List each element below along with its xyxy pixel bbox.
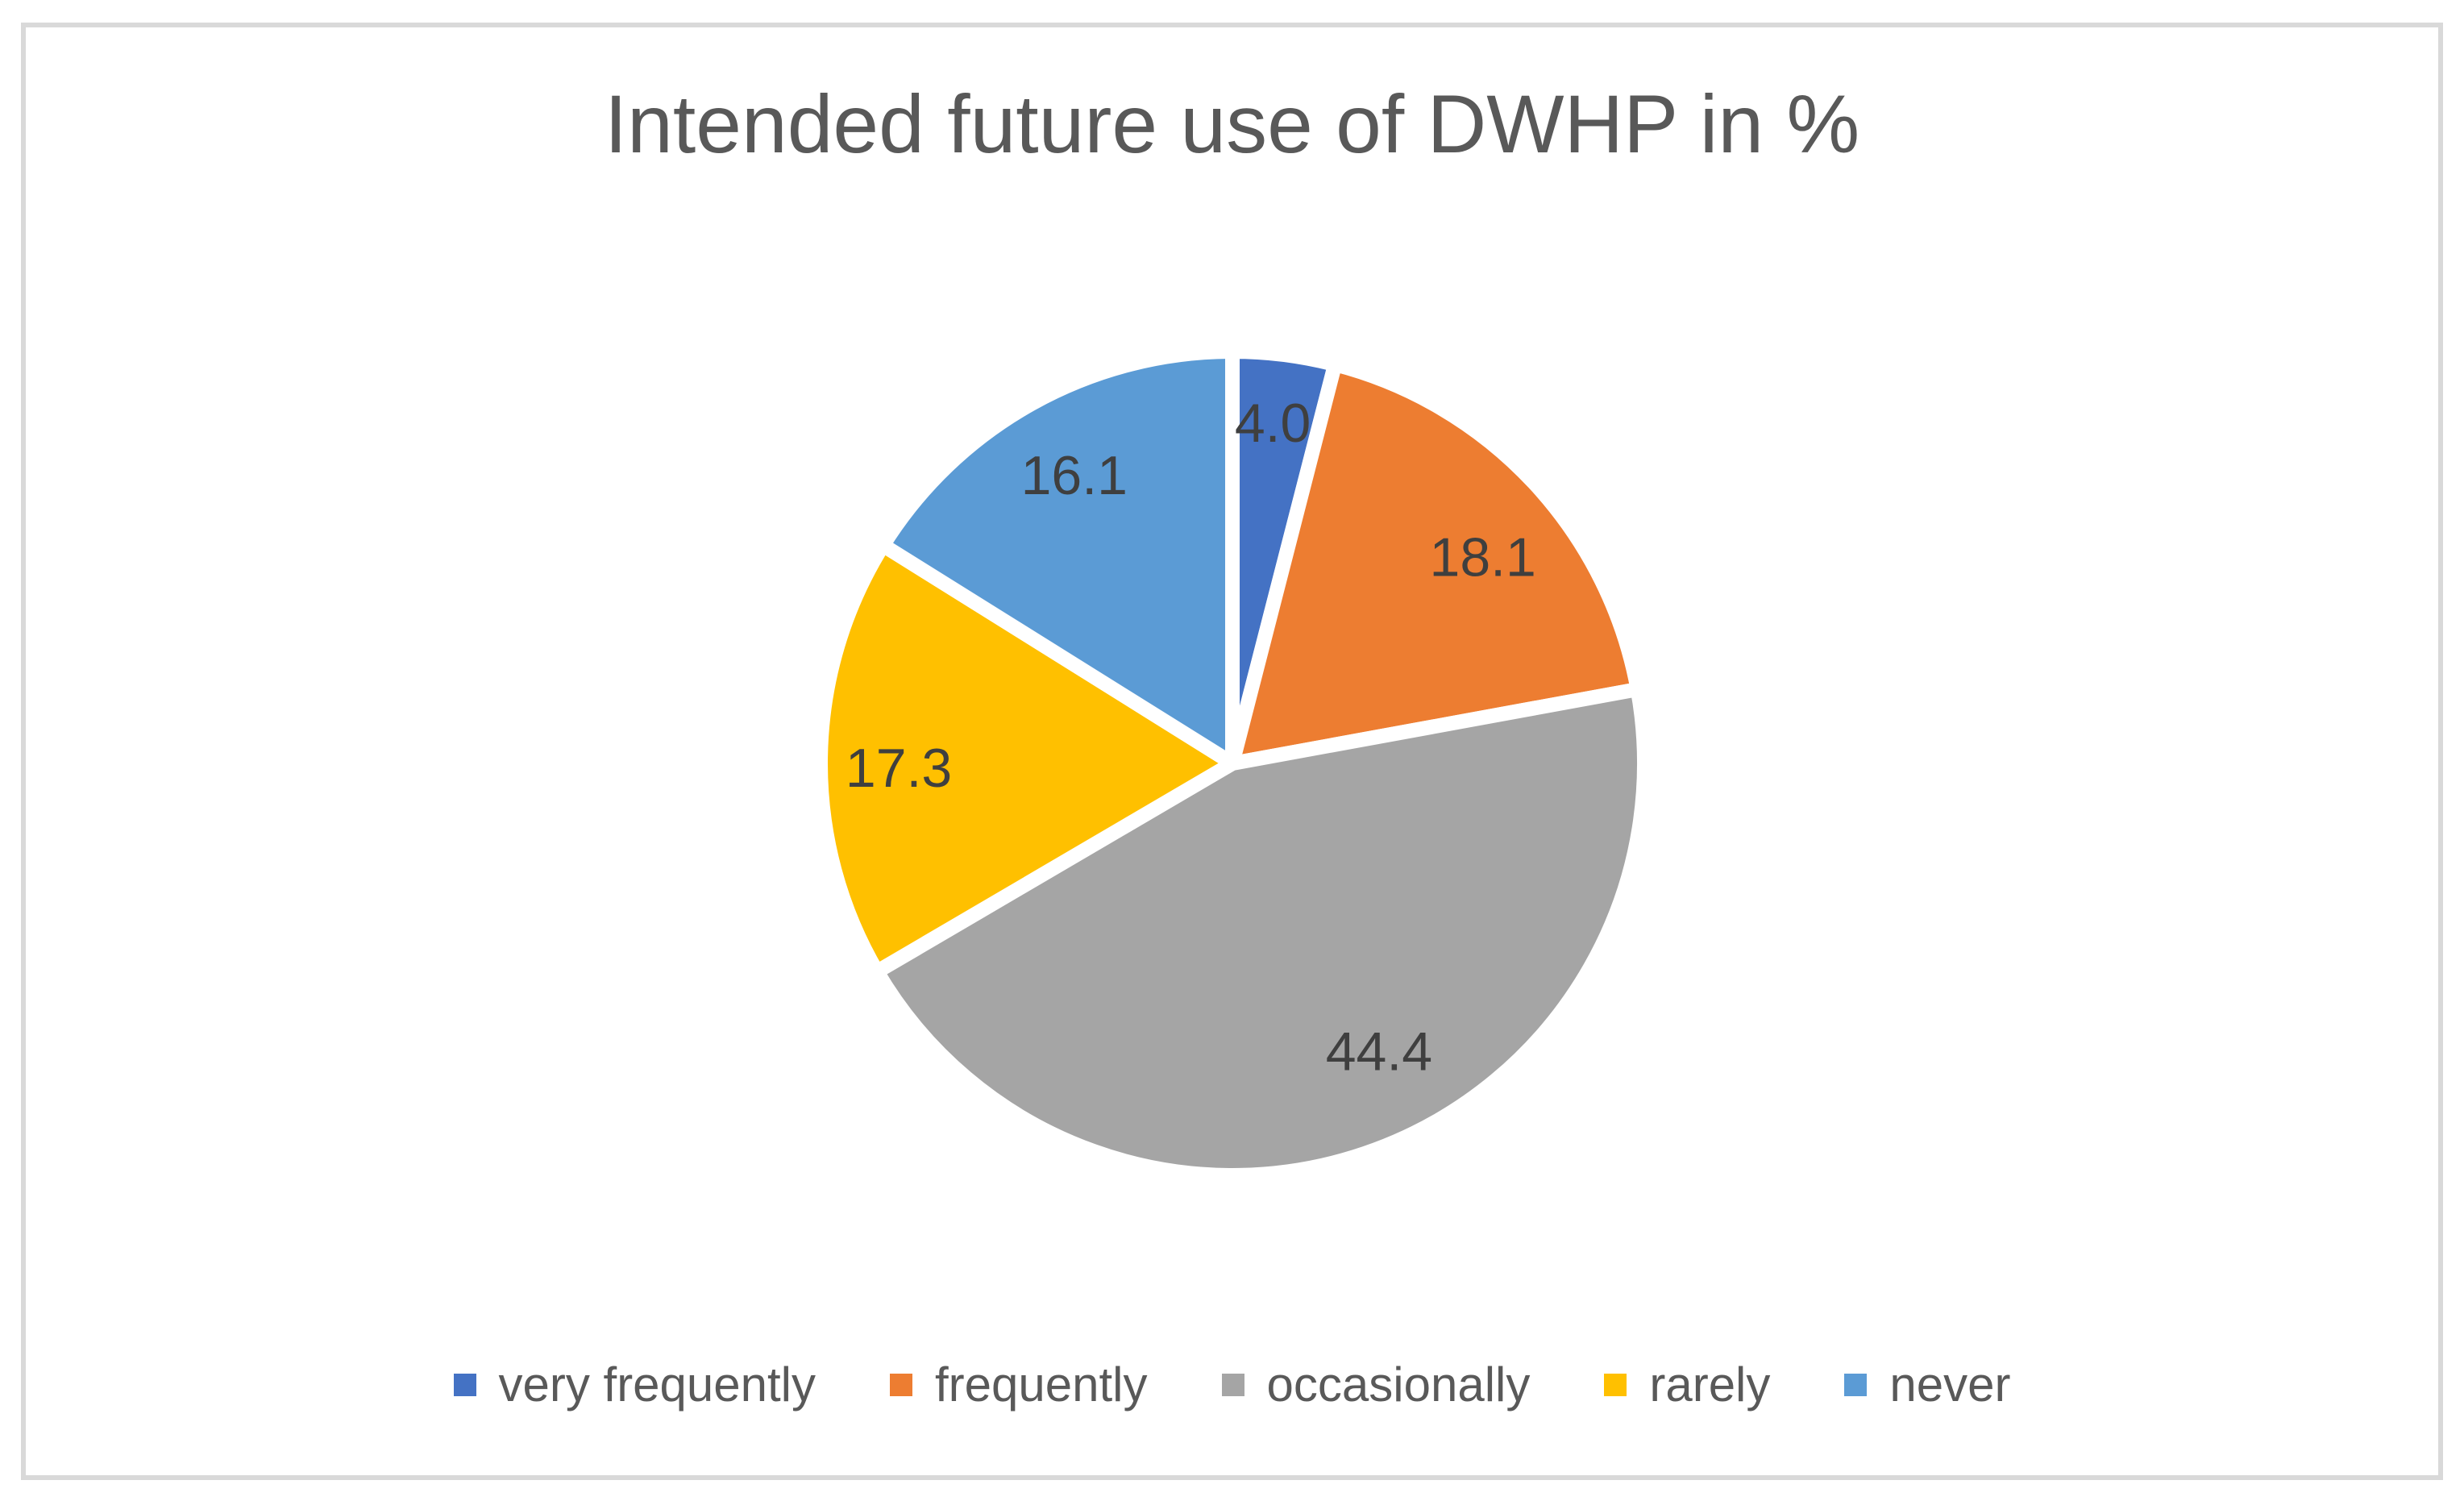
legend-swatch-icon (890, 1374, 913, 1396)
pie-slice-occasionally (870, 682, 1652, 1183)
pie-chart: 4.0 18.1 44.4 17.3 16.1 (813, 344, 1652, 1183)
pie-slice-frequently (1225, 357, 1645, 771)
legend-label: very frequently (498, 1358, 816, 1412)
pie-slice-never (875, 344, 1240, 771)
data-label-very-frequently: 4.0 (1235, 393, 1311, 454)
legend: very frequently frequently occasionally rar… (0, 1361, 2464, 1409)
legend-item-occasionally: occasionally (1221, 1358, 1531, 1412)
legend-swatch-icon (453, 1374, 476, 1396)
legend-item-rarely: rarely (1604, 1361, 1770, 1409)
legend-swatch-icon (1221, 1374, 1244, 1396)
data-label-occasionally: 44.4 (1326, 1021, 1432, 1083)
legend-label: never (1889, 1358, 2011, 1412)
legend-label: occasionally (1266, 1358, 1531, 1412)
legend-swatch-icon (1844, 1374, 1868, 1396)
legend-item-very-frequently: very frequently (453, 1358, 816, 1412)
chart-title: Intended future use of DWHP in % (604, 78, 1860, 170)
legend-label: frequently (935, 1358, 1148, 1412)
pie-slice-rarely (813, 538, 1240, 979)
data-label-never: 16.1 (1021, 445, 1128, 506)
legend-item-frequently: frequently (890, 1361, 1148, 1409)
data-label-rarely: 17.3 (846, 738, 952, 799)
legend-label: rarely (1649, 1358, 1771, 1412)
data-label-frequently: 18.1 (1430, 527, 1536, 588)
legend-item-never: never (1844, 1361, 2010, 1409)
legend-swatch-icon (1604, 1374, 1627, 1396)
